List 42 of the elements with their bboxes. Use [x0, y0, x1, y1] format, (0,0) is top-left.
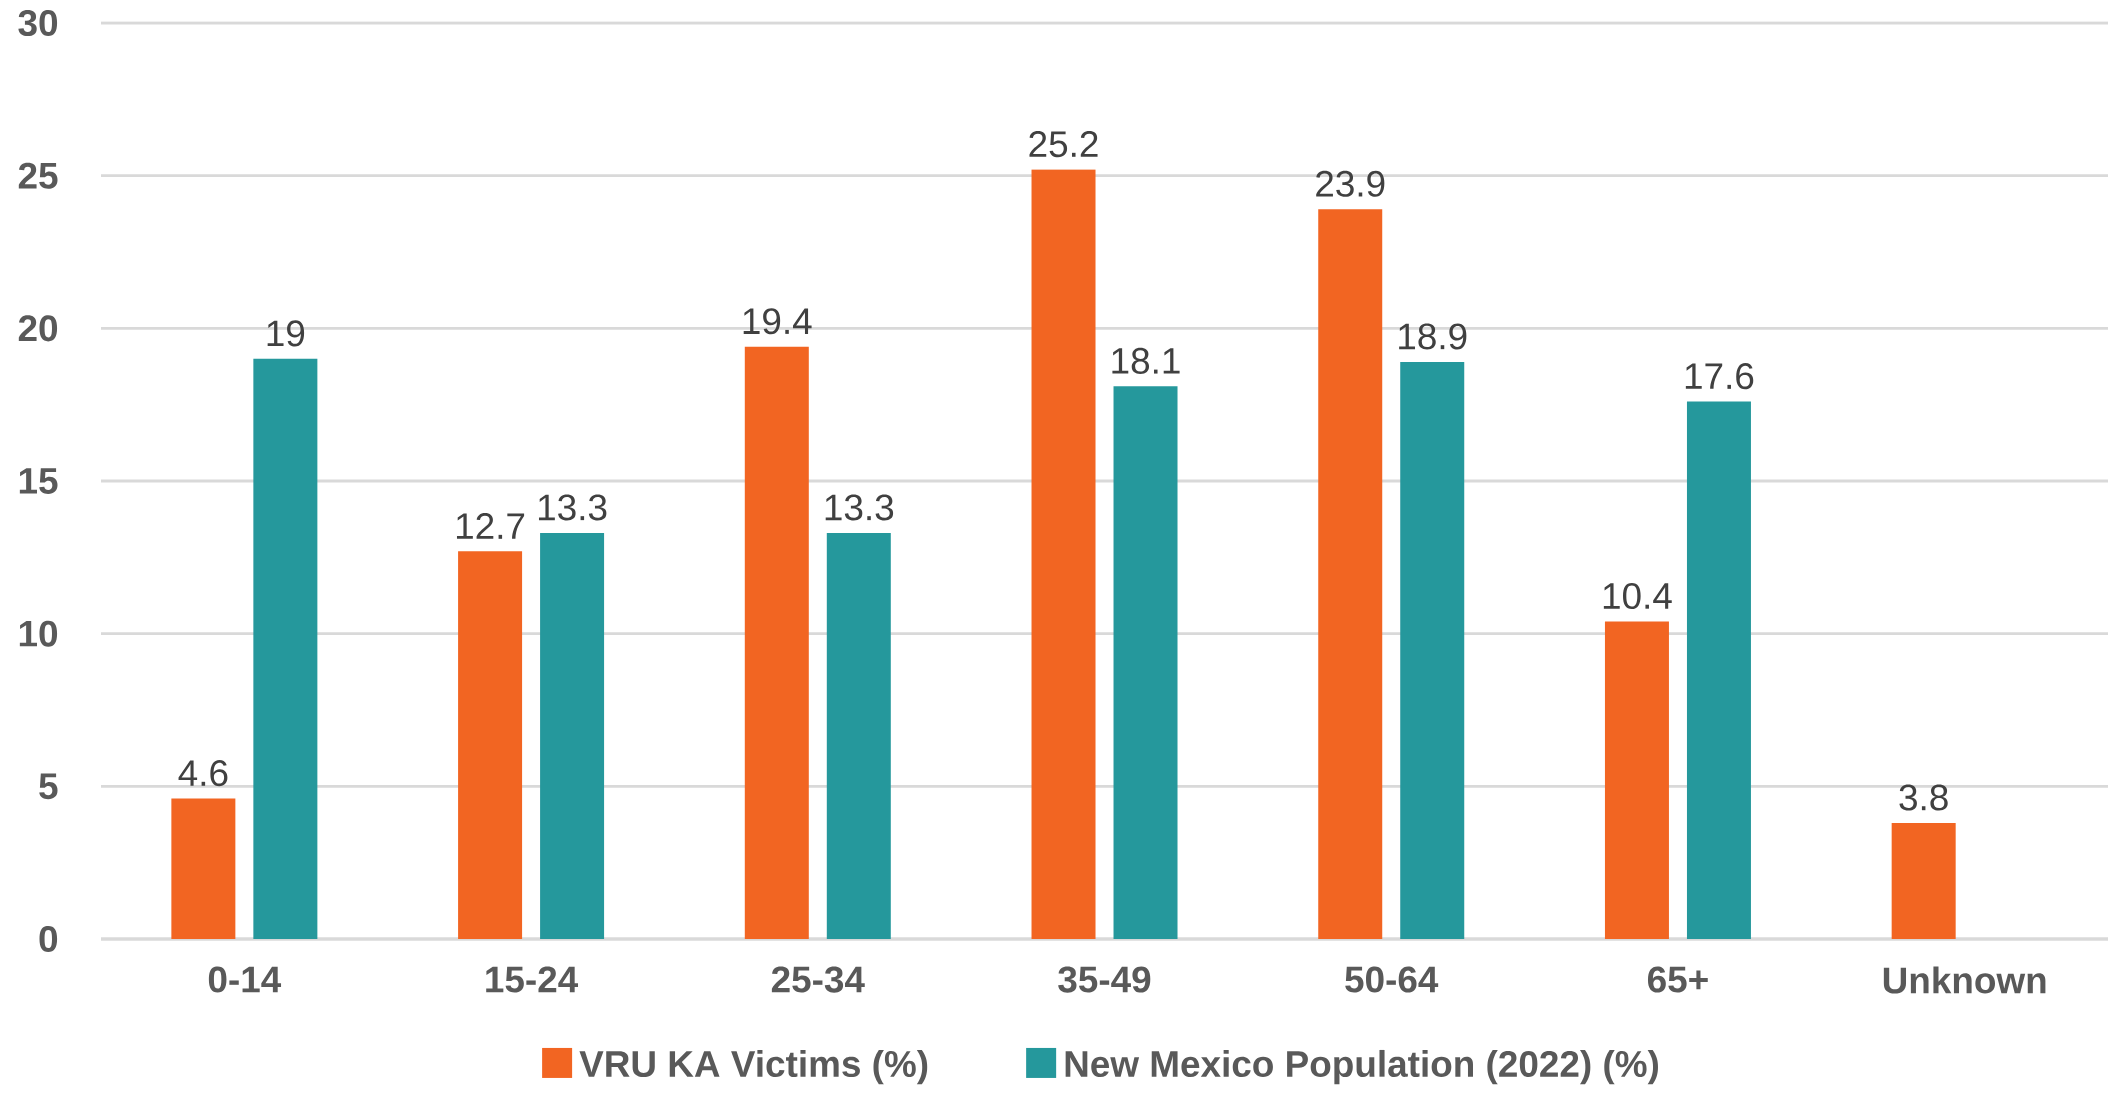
bar — [1031, 169, 1096, 940]
bar — [1686, 401, 1751, 940]
data-label: 13.3 — [538, 494, 607, 521]
data-label: 25.2 — [1029, 131, 1098, 158]
legend-label: VRU KA Victims (%) — [579, 1049, 928, 1085]
data-label: 3.8 — [1899, 784, 1948, 811]
legend-label: New Mexico Population (2022) (%) — [1065, 1049, 1658, 1085]
data-label: 17.6 — [1685, 363, 1754, 390]
bar — [458, 551, 523, 940]
bar — [1604, 621, 1669, 940]
bar — [744, 346, 809, 940]
bar — [171, 798, 236, 940]
y-tick-label: 10 — [19, 620, 58, 647]
y-tick-label: 0 — [39, 925, 58, 953]
x-tick-label: 15-24 — [486, 966, 579, 993]
y-tick-label: 20 — [18, 315, 58, 342]
data-label: 13.3 — [825, 494, 894, 521]
bar — [1318, 209, 1383, 940]
y-tick-label: 5 — [39, 773, 58, 800]
x-tick-label: 35-49 — [1058, 966, 1151, 993]
bar — [1891, 822, 1956, 940]
bar — [826, 532, 891, 940]
x-tick-label: 50-64 — [1345, 966, 1439, 993]
bar — [1400, 361, 1465, 940]
bar — [1113, 386, 1178, 940]
x-tick-label: 65+ — [1647, 966, 1708, 993]
y-tick-label: 25 — [18, 162, 58, 189]
x-tick-label: 25-34 — [771, 966, 865, 993]
data-label: 18.1 — [1112, 347, 1180, 374]
y-tick-label: 15 — [19, 468, 58, 494]
data-label: 10.4 — [1603, 582, 1672, 610]
x-tick-label: Unknown — [1883, 966, 2046, 994]
data-label: 19 — [267, 320, 305, 347]
bar — [540, 532, 605, 940]
data-label: 19.4 — [743, 308, 812, 335]
bar — [253, 358, 318, 940]
data-label: 12.7 — [456, 513, 525, 539]
x-tick-label: 0-14 — [208, 966, 282, 993]
y-tick-label: 30 — [18, 9, 58, 37]
data-label: 18.9 — [1399, 323, 1467, 350]
data-label: 4.6 — [178, 760, 228, 787]
data-label: 23.9 — [1316, 170, 1385, 197]
